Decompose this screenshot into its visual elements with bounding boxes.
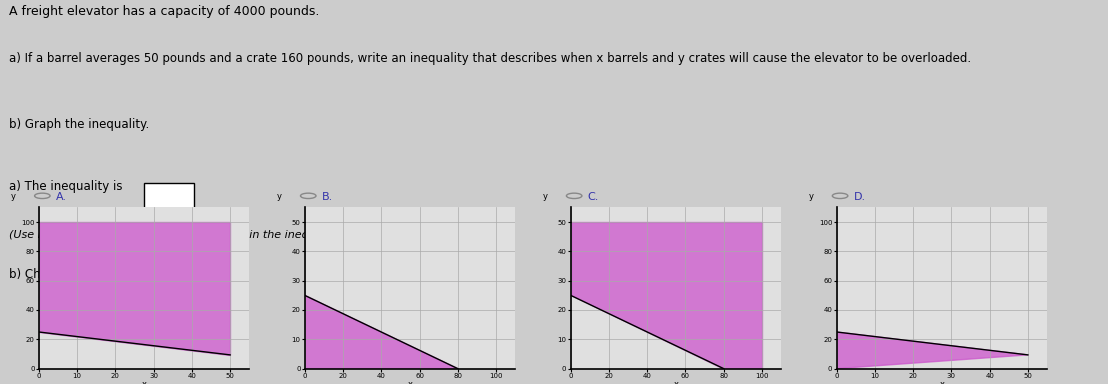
- Polygon shape: [571, 222, 762, 369]
- X-axis label: x: x: [408, 380, 412, 384]
- Text: b) Graph the inequality.: b) Graph the inequality.: [9, 118, 150, 131]
- Text: a) If a barrel averages 50 pounds and a crate 160 pounds, write an inequality th: a) If a barrel averages 50 pounds and a …: [9, 52, 971, 65]
- Text: y: y: [11, 192, 16, 201]
- Text: B.: B.: [321, 192, 332, 202]
- Text: y: y: [543, 192, 547, 201]
- X-axis label: x: x: [142, 380, 146, 384]
- X-axis label: x: x: [940, 380, 944, 384]
- Text: y: y: [277, 192, 281, 201]
- Polygon shape: [305, 295, 458, 369]
- Text: A.: A.: [55, 192, 66, 202]
- Text: a) The inequality is: a) The inequality is: [9, 180, 122, 193]
- Polygon shape: [39, 222, 230, 355]
- FancyBboxPatch shape: [144, 183, 194, 210]
- Polygon shape: [837, 332, 1028, 369]
- Text: A freight elevator has a capacity of 4000 pounds.: A freight elevator has a capacity of 400…: [9, 5, 319, 18]
- Text: D.: D.: [853, 192, 865, 202]
- Text: y: y: [809, 192, 813, 201]
- Text: C.: C.: [587, 192, 598, 202]
- Text: (Use integers or fractions for any numbers in the inequality.): (Use integers or fractions for any numbe…: [9, 230, 347, 240]
- X-axis label: x: x: [674, 380, 678, 384]
- Text: b) Choose the correct graph below.: b) Choose the correct graph below.: [9, 268, 216, 281]
